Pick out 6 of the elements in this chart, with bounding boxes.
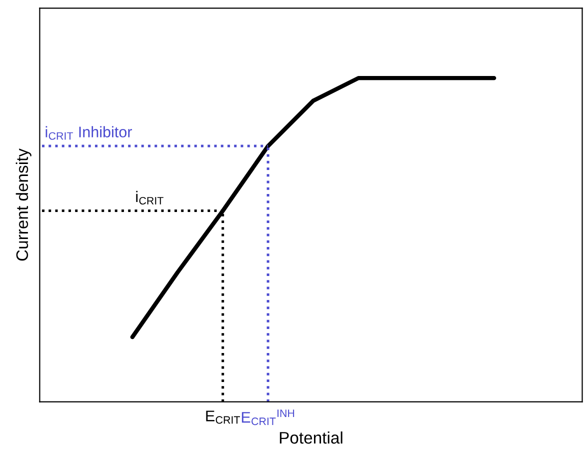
x-tick-label: E$_{CRIT}$ <box>206 410 240 424</box>
annotation: i$_{CRIT}$ <box>136 190 164 205</box>
annotation: i$_{CRIT}$ Inhibitor <box>46 126 132 140</box>
y-axis-title: Current density <box>16 148 32 261</box>
x-axis-title: Potential <box>280 431 342 444</box>
x-tick-label: E$_{CRIT}$$^{INH}$ <box>242 410 294 426</box>
